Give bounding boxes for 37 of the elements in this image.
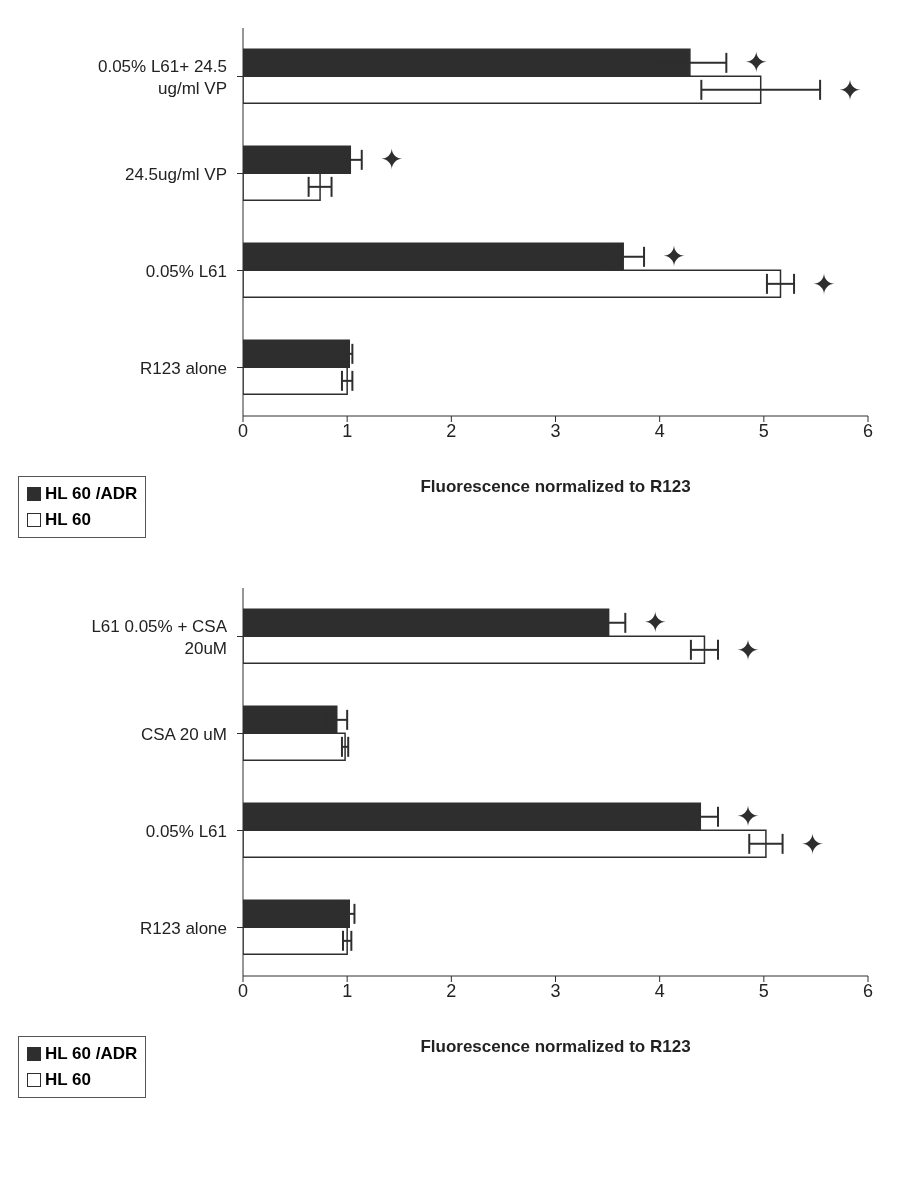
annotation: ✦ [736, 799, 760, 833]
annotation: ✦ [838, 73, 862, 107]
annotation: ✦ [380, 142, 404, 176]
annotation: ✦ [800, 827, 825, 861]
y-tick-label: CSA 20 uM [141, 724, 227, 744]
legend-label: HL 60 /ADR [45, 1043, 138, 1065]
y-tick-label: R123 alone [140, 918, 227, 938]
legend-label: HL 60 [45, 509, 91, 531]
annotation: ✦ [662, 239, 686, 273]
x-tick-label: 0 [237, 980, 249, 1001]
y-tick-label: R123 alone [140, 358, 227, 378]
x-tick-label: 5 [758, 420, 769, 441]
x-tick-label: 2 [446, 420, 457, 441]
annotation: ✦ [643, 605, 668, 639]
annotation: ✦ [736, 633, 760, 667]
legend-label: HL 60 [45, 1069, 91, 1091]
x-tick-label: 5 [758, 980, 769, 1001]
x-axis-title: Fluorescence normalized to R123 [420, 477, 691, 496]
x-tick-label: 6 [862, 420, 874, 441]
y-tick-label: 0.05% L61 [145, 821, 227, 841]
x-tick-label: 2 [446, 980, 457, 1001]
x-tick-label: 6 [862, 980, 874, 1001]
x-tick-label: 3 [550, 420, 561, 441]
x-tick-label: 0 [237, 420, 249, 441]
y-tick-label: 24.5ug/ml VP [124, 164, 227, 184]
x-tick-label: 4 [654, 420, 665, 441]
y-tick-label: 0.05% L61+ 24.5 ug/ml VP [97, 56, 227, 98]
x-axis-title: Fluorescence normalized to R123 [420, 1037, 691, 1056]
y-tick-label: L61 0.05% + CSA 20uM [91, 616, 228, 658]
x-tick-label: 4 [654, 980, 665, 1001]
annotation: ✦ [812, 267, 836, 301]
x-tick-label: 1 [342, 980, 353, 1001]
x-tick-label: 1 [342, 420, 353, 441]
y-tick-label: 0.05% L61 [145, 261, 227, 281]
x-tick-label: 3 [550, 980, 561, 1001]
legend-label: HL 60 /ADR [45, 483, 138, 505]
annotation: ✦ [744, 45, 769, 79]
